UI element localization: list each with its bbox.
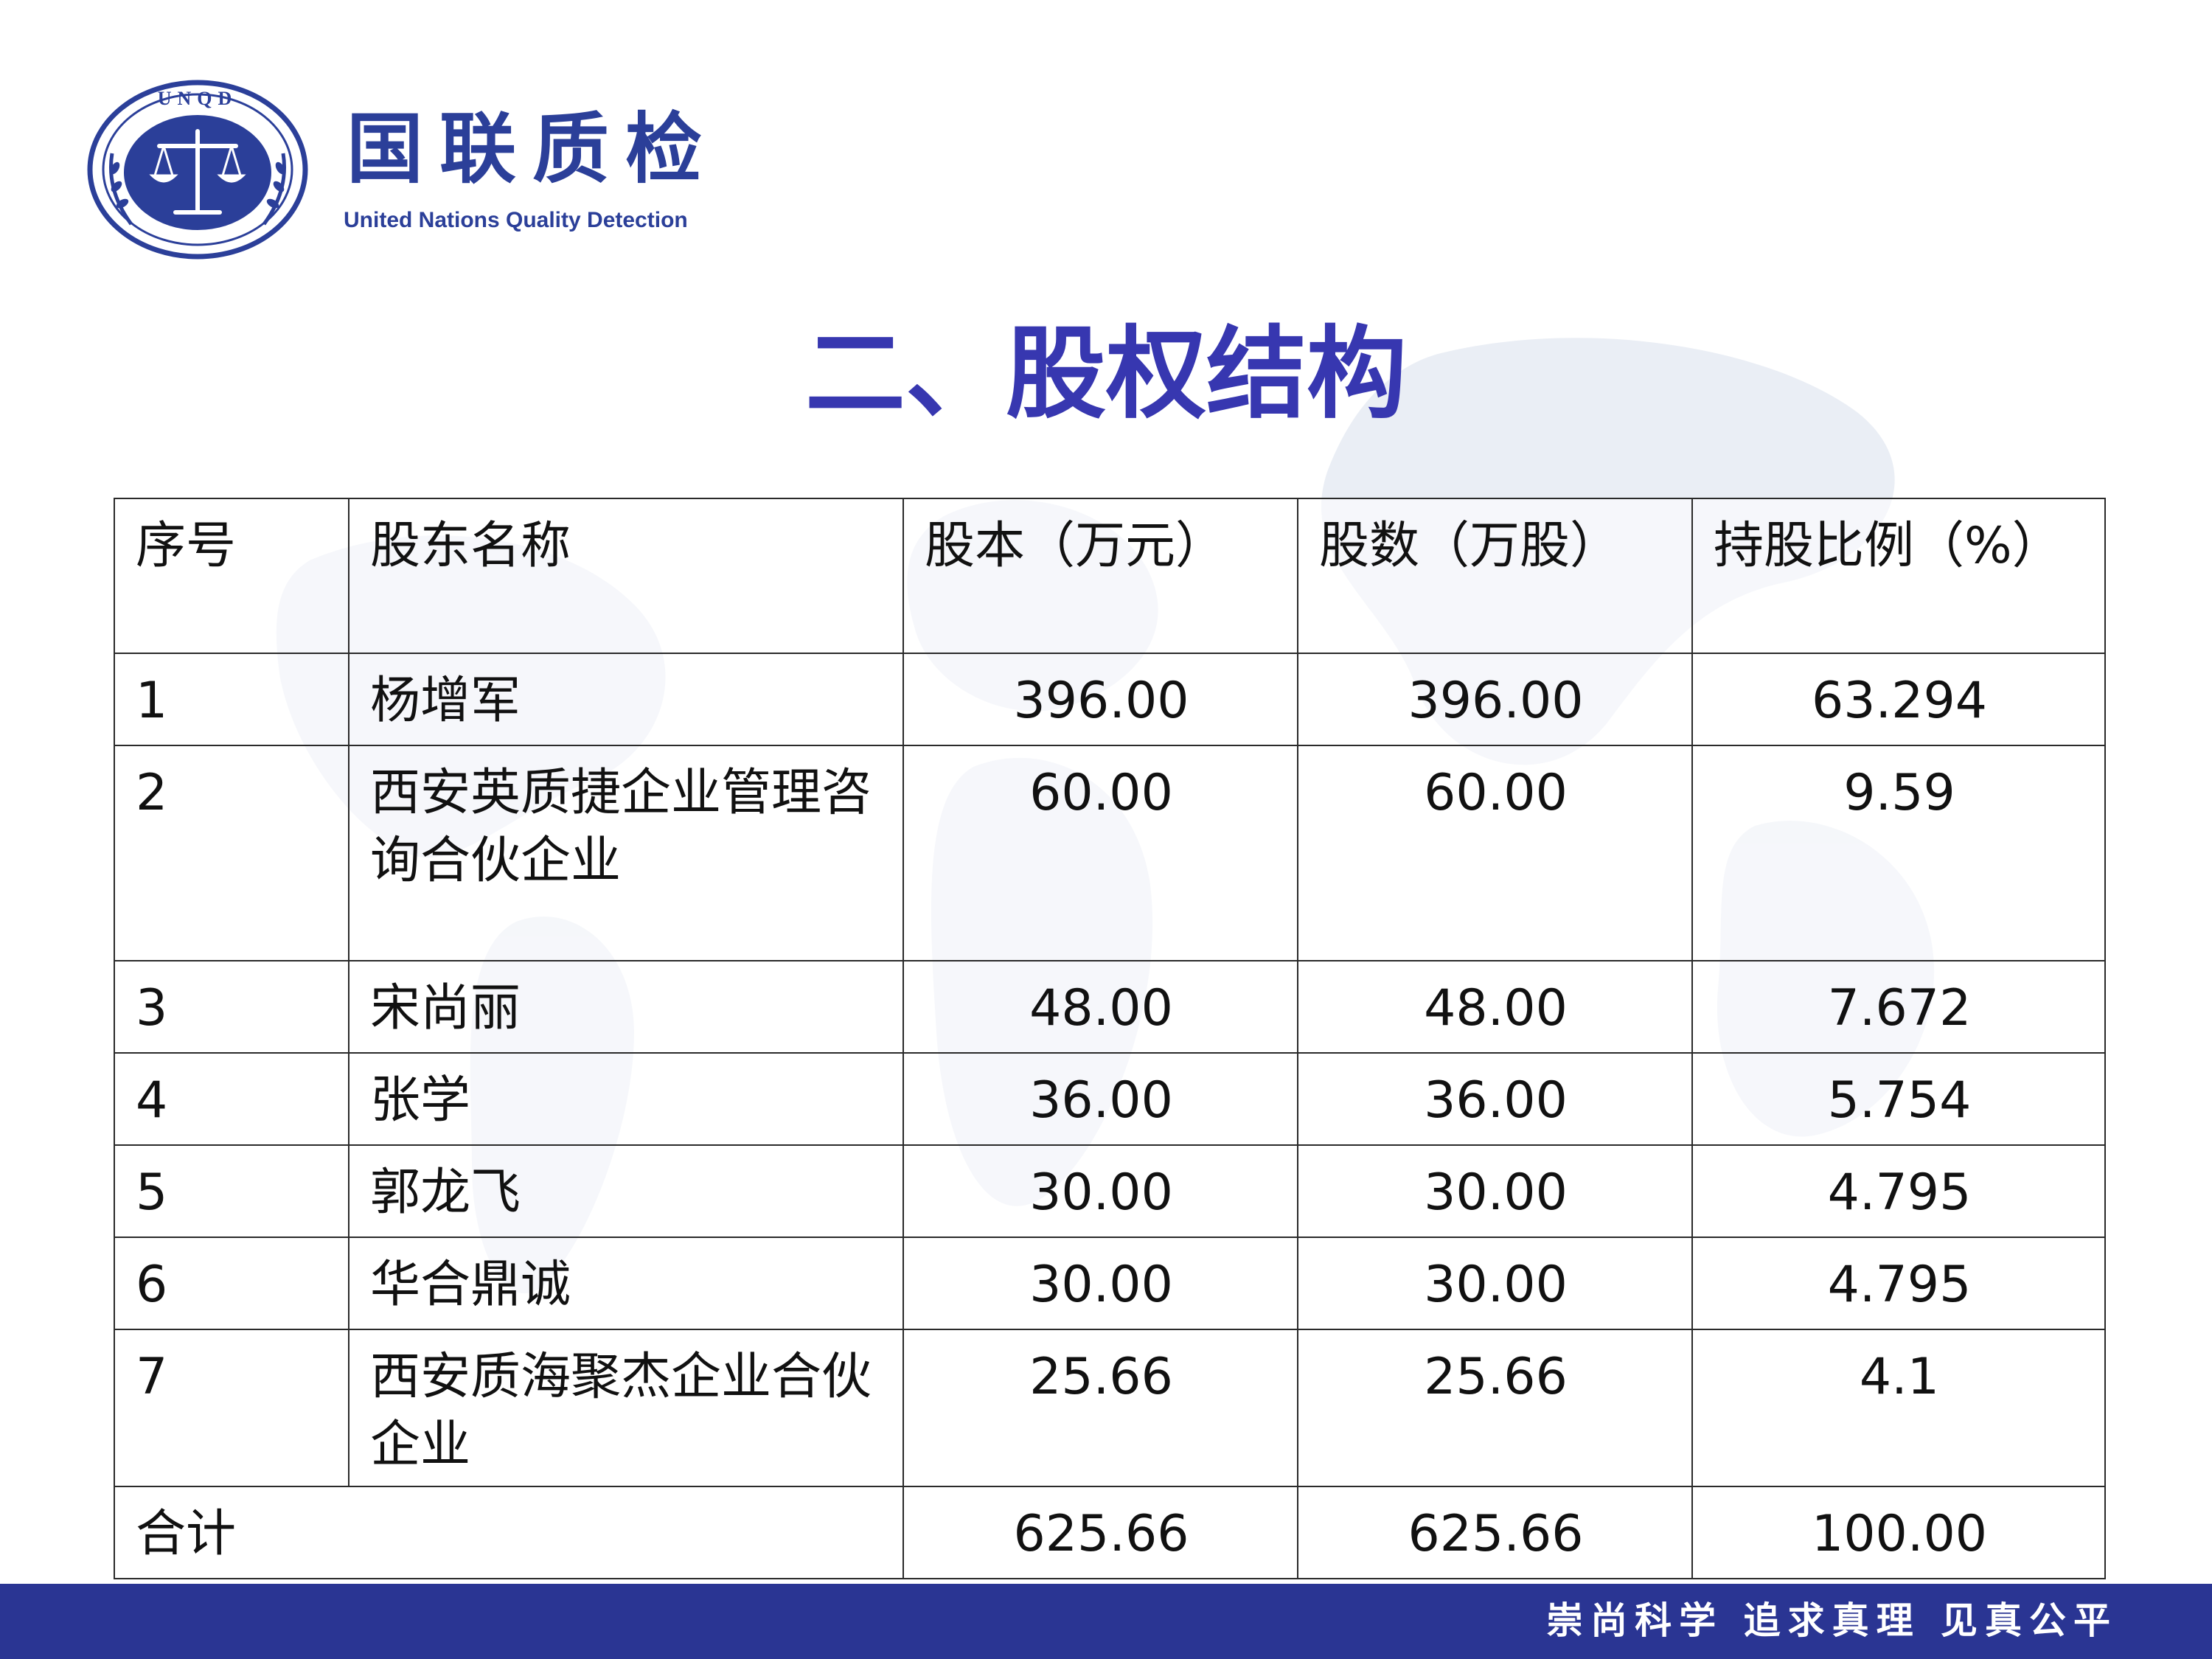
row-ratio: 7.672 bbox=[1691, 960, 2106, 1054]
table-row: 7 西安质海聚杰企业合伙企业 25.66 25.66 4.1 bbox=[114, 1329, 2106, 1487]
row-seq: 5 bbox=[114, 1144, 349, 1238]
row-capital: 48.00 bbox=[902, 960, 1298, 1054]
table-header-row: 序号 股东名称 股本（万元） 股数（万股） 持股比例（%） bbox=[114, 498, 2106, 654]
row-shareholder: 杨增军 bbox=[348, 653, 904, 746]
brand-name-cn: 国联质检 bbox=[347, 104, 719, 194]
total-ratio: 100.00 bbox=[1691, 1486, 2106, 1579]
row-shareholder: 郭龙飞 bbox=[348, 1144, 904, 1238]
row-seq: 2 bbox=[114, 745, 349, 961]
row-seq: 3 bbox=[114, 960, 349, 1054]
table-row: 1 杨增军 396.00 396.00 63.294 bbox=[114, 653, 2106, 746]
table-total-row: 合计 625.66 625.66 100.00 bbox=[114, 1486, 2106, 1579]
table-row: 4 张学 36.00 36.00 5.754 bbox=[114, 1052, 2106, 1146]
equity-structure-table: 序号 股东名称 股本（万元） 股数（万股） 持股比例（%） 1 杨增军 396.… bbox=[114, 498, 2106, 1579]
unqd-logo: UNQD bbox=[87, 80, 308, 260]
row-ratio: 4.795 bbox=[1691, 1237, 2106, 1330]
row-seq: 1 bbox=[114, 653, 349, 746]
footer-slogan: 崇尚科学 追求真理 见真公平 bbox=[1546, 1599, 2118, 1642]
row-ratio: 4.1 bbox=[1691, 1329, 2106, 1487]
header-capital: 股本（万元） bbox=[902, 498, 1298, 654]
row-ratio: 5.754 bbox=[1691, 1052, 2106, 1146]
row-shareholder: 西安质海聚杰企业合伙企业 bbox=[348, 1329, 904, 1487]
row-ratio: 9.59 bbox=[1691, 745, 2106, 961]
row-capital: 30.00 bbox=[902, 1144, 1298, 1238]
row-shares: 30.00 bbox=[1297, 1237, 1693, 1330]
logo-text: UNQD bbox=[158, 88, 238, 109]
row-shares: 60.00 bbox=[1297, 745, 1693, 961]
total-shares: 625.66 bbox=[1297, 1486, 1693, 1579]
table-row: 6 华合鼎诚 30.00 30.00 4.795 bbox=[114, 1237, 2106, 1330]
table-row: 2 西安英质捷企业管理咨询合伙企业 60.00 60.00 9.59 bbox=[114, 745, 2106, 961]
brand-name-en: United Nations Quality Detection bbox=[344, 208, 688, 232]
row-ratio: 4.795 bbox=[1691, 1144, 2106, 1238]
row-seq: 4 bbox=[114, 1052, 349, 1146]
row-shareholder: 西安英质捷企业管理咨询合伙企业 bbox=[348, 745, 904, 961]
row-capital: 25.66 bbox=[902, 1329, 1298, 1487]
total-label: 合计 bbox=[114, 1486, 904, 1579]
row-shareholder: 宋尚丽 bbox=[348, 960, 904, 1054]
row-shares: 48.00 bbox=[1297, 960, 1693, 1054]
row-shares: 396.00 bbox=[1297, 653, 1693, 746]
row-seq: 6 bbox=[114, 1237, 349, 1330]
row-capital: 60.00 bbox=[902, 745, 1298, 961]
footer-bar: 崇尚科学 追求真理 见真公平 bbox=[0, 1584, 2212, 1659]
row-capital: 36.00 bbox=[902, 1052, 1298, 1146]
table-row: 5 郭龙飞 30.00 30.00 4.795 bbox=[114, 1144, 2106, 1238]
row-shareholder: 华合鼎诚 bbox=[348, 1237, 904, 1330]
total-capital: 625.66 bbox=[902, 1486, 1298, 1579]
row-ratio: 63.294 bbox=[1691, 653, 2106, 746]
header-shareholder: 股东名称 bbox=[348, 498, 904, 654]
row-capital: 30.00 bbox=[902, 1237, 1298, 1330]
table-row: 3 宋尚丽 48.00 48.00 7.672 bbox=[114, 960, 2106, 1054]
page-title: 二、股权结构 bbox=[805, 316, 1407, 433]
row-shares: 25.66 bbox=[1297, 1329, 1693, 1487]
row-seq: 7 bbox=[114, 1329, 349, 1487]
row-shareholder: 张学 bbox=[348, 1052, 904, 1146]
header-seq: 序号 bbox=[114, 498, 349, 654]
row-capital: 396.00 bbox=[902, 653, 1298, 746]
header-shares: 股数（万股） bbox=[1297, 498, 1693, 654]
row-shares: 30.00 bbox=[1297, 1144, 1693, 1238]
header-ratio: 持股比例（%） bbox=[1691, 498, 2106, 654]
row-shares: 36.00 bbox=[1297, 1052, 1693, 1146]
